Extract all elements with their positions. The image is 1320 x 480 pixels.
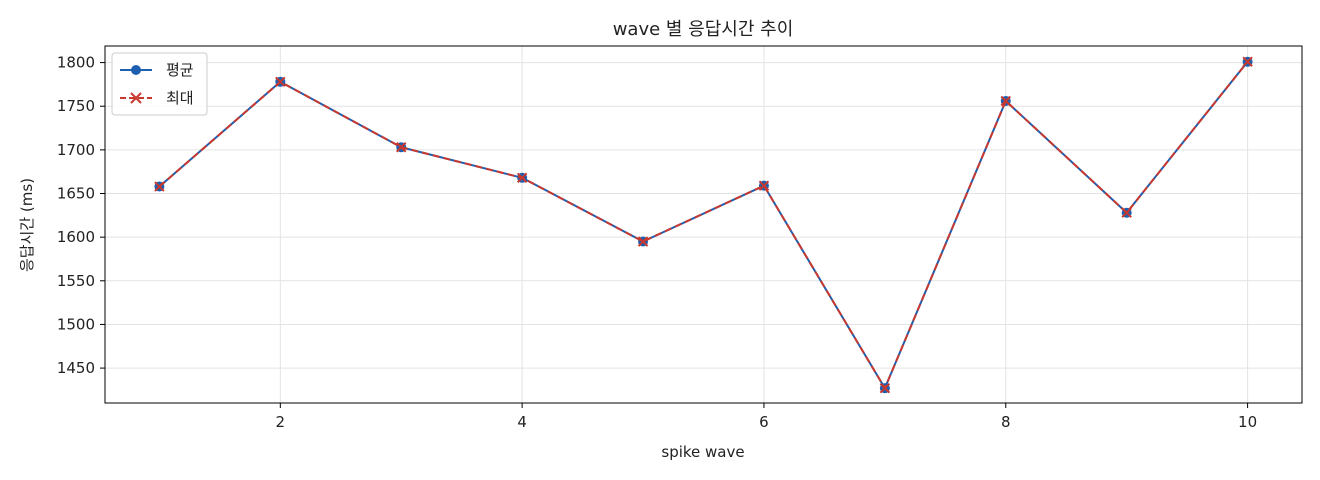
x-tick-label: 2 <box>276 413 286 431</box>
series-line-1 <box>158 61 1249 390</box>
x-axis-ticks: 2 4 6 8 10 <box>276 403 1257 431</box>
data-point-max <box>154 181 165 192</box>
y-tick-label: 1700 <box>57 141 95 159</box>
chart-title: wave 별 응답시간 추이 <box>613 19 794 40</box>
y-tick-label: 1600 <box>57 228 95 246</box>
legend-entry-max: 최대 <box>120 89 194 107</box>
data-point-max <box>758 180 770 191</box>
data-point-max <box>1000 95 1011 107</box>
data-point-max <box>1242 56 1253 67</box>
x-tick-label: 4 <box>517 413 527 431</box>
plot-frame <box>104 45 1303 404</box>
y-tick-label: 1750 <box>57 97 95 115</box>
x-tick-label: 10 <box>1238 413 1257 431</box>
x-tick-label: 8 <box>1001 413 1011 431</box>
y-tick-label: 1500 <box>57 315 95 333</box>
data-point-max <box>275 76 286 87</box>
legend-label-mean: 평균 <box>166 61 194 79</box>
data-point-max <box>396 142 407 153</box>
data-point-max <box>516 172 528 184</box>
y-axis-title: 응답시간 (ms) <box>18 178 36 272</box>
y-axis-ticks: 1450 1500 1550 1600 1650 1700 1750 1800 <box>57 54 105 377</box>
grid <box>105 46 1302 403</box>
x-axis-title: spike wave <box>661 443 744 461</box>
data-point-max <box>1121 207 1132 218</box>
y-tick-label: 1450 <box>57 359 95 377</box>
y-tick-label: 1800 <box>57 54 95 72</box>
legend: 평균 최대 <box>111 52 208 116</box>
y-tick-label: 1650 <box>57 185 95 203</box>
x-tick-label: 6 <box>759 413 769 431</box>
legend-marker-max <box>130 92 142 104</box>
y-tick-label: 1550 <box>57 272 95 290</box>
data-point-max <box>879 382 891 394</box>
legend-label-max: 최대 <box>166 89 194 107</box>
legend-entry-mean: 평균 <box>120 61 194 79</box>
series-layer <box>154 56 1253 394</box>
legend-marker-mean <box>131 65 141 75</box>
data-point-max <box>637 236 649 247</box>
